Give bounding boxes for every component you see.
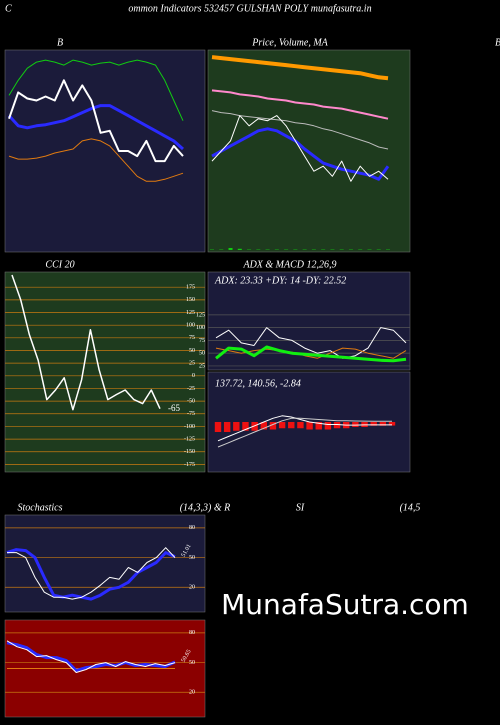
histogram-bar (233, 422, 240, 431)
histogram-bar (315, 422, 322, 430)
series-line (211, 115, 389, 182)
series-line (11, 274, 161, 411)
histogram-bar (278, 422, 286, 429)
y-tick-label: 50 (189, 348, 195, 354)
volume-bar (237, 248, 242, 250)
histogram-bar (324, 422, 332, 430)
y-tick-label: 80 (189, 630, 195, 636)
panel-title: Price, Volume, MA (251, 37, 328, 48)
y-tick-label: 80 (189, 525, 195, 531)
panel-subtitle: (14,5 (400, 502, 421, 513)
series-line (211, 110, 389, 150)
y-tick-label: -100 (184, 424, 195, 430)
y-tick-label: 75 (199, 338, 205, 344)
y-tick-label: 0 (192, 373, 195, 379)
y-tick-label: -175 (184, 462, 195, 468)
series-line (211, 55, 389, 81)
panel-title: CCI 20 (45, 259, 74, 270)
histogram-bar (297, 422, 304, 429)
panel-subtitle: (14,3,3) & R (180, 502, 231, 513)
series-line (6, 548, 176, 601)
series-line (7, 547, 176, 600)
watermark: MunafaSutra.com (221, 588, 469, 621)
panel-subtitle: ADX: 23.33 +DY: 14 -DY: 22.52 (214, 275, 346, 286)
last-value-label: 51.01 (181, 544, 193, 559)
panel-title: B (57, 37, 63, 48)
histogram-bar (333, 422, 341, 429)
panel-subtitle: 137.72, 140.56, -2.84 (215, 378, 301, 389)
y-tick-label: -75 (187, 411, 195, 417)
histogram-bar (370, 422, 377, 426)
series-line (8, 79, 184, 163)
histogram-bar (242, 422, 249, 431)
series-line (217, 417, 392, 448)
histogram-bar (388, 422, 396, 426)
panel-title: Stochastics (18, 502, 63, 513)
y-tick-label: 50 (199, 351, 205, 357)
y-tick-label: 25 (189, 361, 195, 367)
series-line (6, 640, 176, 673)
y-tick-label: -150 (184, 449, 195, 455)
volume-bar (228, 247, 233, 250)
histogram-bar (223, 422, 231, 432)
series-line (211, 89, 389, 120)
y-tick-label: 100 (196, 325, 205, 331)
y-tick-label: 75 (189, 335, 195, 341)
panel (4, 49, 206, 253)
series-line (215, 345, 407, 363)
series-line (7, 104, 184, 151)
histogram-bar (251, 422, 258, 431)
y-tick-label: -25 (187, 386, 195, 392)
last-value-label: 50.65 (181, 649, 193, 664)
y-tick-label: 50 (189, 660, 195, 666)
series-line (217, 415, 392, 442)
y-tick-label: -125 (184, 436, 195, 442)
last-value-label: -65 (168, 403, 180, 413)
panel-title: SI (296, 502, 305, 513)
panel (4, 514, 206, 613)
y-tick-label: 20 (189, 690, 195, 696)
y-tick-label: 25 (199, 363, 205, 369)
series-line (8, 138, 184, 182)
y-tick-label: 125 (196, 312, 205, 318)
histogram-bar (214, 422, 222, 432)
header-edge: C (5, 3, 12, 14)
panel (4, 271, 206, 473)
histogram-bar (306, 422, 313, 430)
header-title: ommon Indicators 532457 GULSHAN POLY mun… (128, 3, 371, 14)
histogram-bar (352, 422, 359, 427)
panel-title: ADX & MACD 12,26,9 (242, 259, 336, 270)
series-line (215, 327, 407, 359)
y-tick-label: 175 (186, 285, 195, 291)
histogram-bar (288, 422, 295, 429)
histogram-bar (269, 422, 277, 430)
y-tick-label: 100 (186, 323, 195, 329)
y-tick-label: -50 (187, 398, 195, 404)
right-edge: B (495, 37, 500, 48)
series-line (211, 127, 390, 181)
histogram-bar (260, 422, 267, 430)
y-tick-label: 150 (186, 297, 195, 303)
y-tick-label: 50 (189, 555, 195, 561)
histogram-bar (379, 422, 387, 426)
y-tick-label: 125 (186, 310, 195, 316)
y-tick-label: 20 (189, 585, 195, 591)
series-line (8, 59, 184, 121)
